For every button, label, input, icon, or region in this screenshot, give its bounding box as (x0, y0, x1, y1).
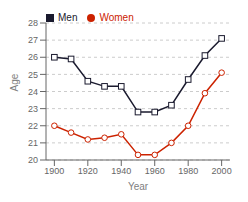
svg-text:27: 27 (28, 35, 38, 45)
svg-text:26: 26 (28, 52, 38, 62)
svg-text:Year: Year (128, 181, 149, 192)
svg-text:24: 24 (28, 87, 38, 97)
html-text:Women: Women (99, 12, 134, 23)
svg-text:1920: 1920 (78, 166, 98, 176)
svg-text:23: 23 (28, 104, 38, 114)
svg-text:25: 25 (28, 70, 38, 80)
svg-text:1900: 1900 (44, 166, 64, 176)
svg-text:1940: 1940 (111, 166, 131, 176)
svg-text:22: 22 (28, 121, 38, 131)
svg-text:20: 20 (28, 155, 38, 165)
svg-text:2000: 2000 (212, 166, 232, 176)
svg-text:1980: 1980 (178, 166, 198, 176)
html-text:Men: Men (58, 12, 78, 23)
svg-text:Age: Age (9, 73, 20, 91)
svg-text:21: 21 (28, 138, 38, 148)
svg-text:28: 28 (28, 18, 38, 28)
svg-text:1960: 1960 (145, 166, 165, 176)
